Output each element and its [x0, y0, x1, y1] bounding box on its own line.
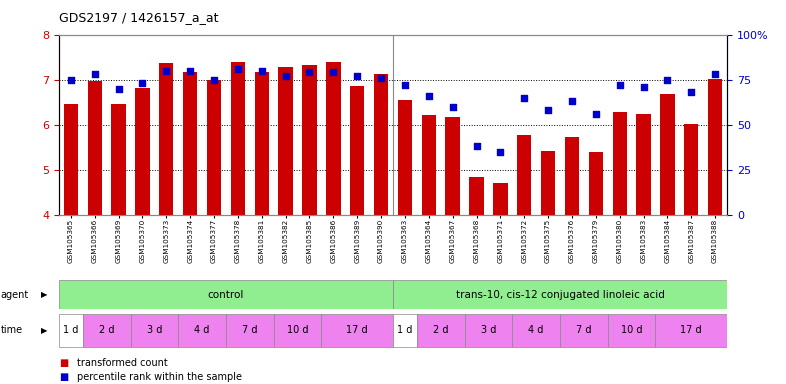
Bar — [446, 117, 460, 215]
Bar — [274, 314, 321, 347]
Bar — [656, 314, 727, 347]
Text: 17 d: 17 d — [681, 325, 702, 335]
Text: 2 d: 2 d — [433, 325, 449, 335]
Bar — [87, 81, 102, 215]
Text: agent: agent — [1, 290, 29, 300]
Bar — [231, 62, 245, 215]
Bar — [517, 135, 531, 215]
Text: 17 d: 17 d — [347, 325, 368, 335]
Text: transformed count: transformed count — [77, 358, 167, 368]
Text: percentile rank within the sample: percentile rank within the sample — [77, 372, 242, 382]
Point — [64, 77, 77, 83]
Bar — [660, 94, 674, 215]
Bar — [469, 177, 483, 215]
Bar — [608, 314, 656, 347]
Point — [232, 66, 244, 72]
Bar — [178, 314, 226, 347]
Point — [566, 98, 578, 104]
Point — [661, 77, 674, 83]
Bar — [321, 314, 393, 347]
Bar — [207, 80, 221, 215]
Point — [136, 80, 149, 86]
Bar — [64, 104, 78, 215]
Bar — [255, 71, 269, 215]
Point — [613, 82, 626, 88]
Bar — [637, 114, 651, 215]
Point — [89, 71, 101, 77]
Point — [208, 77, 220, 83]
Bar — [494, 182, 508, 215]
Point — [590, 111, 602, 117]
Point — [494, 149, 507, 155]
Bar — [226, 314, 274, 347]
Point — [327, 70, 340, 76]
Point — [303, 70, 316, 76]
Bar — [159, 63, 174, 215]
Point — [160, 68, 173, 74]
Bar — [708, 79, 722, 215]
Bar — [393, 280, 727, 309]
Bar — [398, 100, 412, 215]
Bar — [59, 314, 83, 347]
Bar — [560, 314, 608, 347]
Text: 4 d: 4 d — [194, 325, 210, 335]
Text: ■: ■ — [59, 372, 68, 382]
Text: ■: ■ — [59, 358, 68, 368]
Bar — [417, 314, 465, 347]
Text: 7 d: 7 d — [576, 325, 592, 335]
Point — [255, 68, 268, 74]
Bar — [135, 88, 149, 215]
Bar — [612, 112, 627, 215]
Point — [470, 143, 483, 149]
Text: control: control — [208, 290, 244, 300]
Point — [685, 89, 697, 95]
Point — [112, 86, 125, 92]
Bar — [59, 280, 393, 309]
Text: 4 d: 4 d — [528, 325, 544, 335]
Text: ▶: ▶ — [41, 290, 47, 299]
Bar — [393, 314, 417, 347]
Point — [709, 71, 722, 77]
Bar — [278, 68, 292, 215]
Point — [351, 73, 363, 79]
Text: ▶: ▶ — [41, 326, 47, 335]
Bar — [130, 314, 178, 347]
Text: trans-10, cis-12 conjugated linoleic acid: trans-10, cis-12 conjugated linoleic aci… — [456, 290, 664, 300]
Bar — [303, 65, 317, 215]
Point — [518, 95, 531, 101]
Text: 3 d: 3 d — [147, 325, 162, 335]
Point — [399, 82, 411, 88]
Text: 2 d: 2 d — [99, 325, 115, 335]
Bar — [541, 151, 555, 215]
Text: 10 d: 10 d — [621, 325, 642, 335]
Text: 1 d: 1 d — [397, 325, 413, 335]
Bar — [83, 314, 130, 347]
Point — [637, 84, 650, 90]
Bar — [565, 137, 579, 215]
Point — [184, 68, 196, 74]
Bar — [183, 71, 197, 215]
Point — [542, 107, 554, 113]
Point — [423, 93, 435, 99]
Bar — [112, 104, 126, 215]
Text: 1 d: 1 d — [63, 325, 79, 335]
Bar — [512, 314, 560, 347]
Bar — [421, 115, 436, 215]
Text: 10 d: 10 d — [287, 325, 308, 335]
Bar — [589, 152, 603, 215]
Bar — [350, 86, 365, 215]
Text: GDS2197 / 1426157_a_at: GDS2197 / 1426157_a_at — [59, 12, 219, 25]
Bar — [326, 62, 340, 215]
Text: 3 d: 3 d — [481, 325, 496, 335]
Bar — [684, 124, 699, 215]
Point — [446, 104, 459, 110]
Point — [375, 75, 387, 81]
Bar — [374, 74, 388, 215]
Text: 7 d: 7 d — [242, 325, 258, 335]
Bar — [465, 314, 512, 347]
Point — [279, 73, 292, 79]
Text: time: time — [1, 325, 23, 335]
